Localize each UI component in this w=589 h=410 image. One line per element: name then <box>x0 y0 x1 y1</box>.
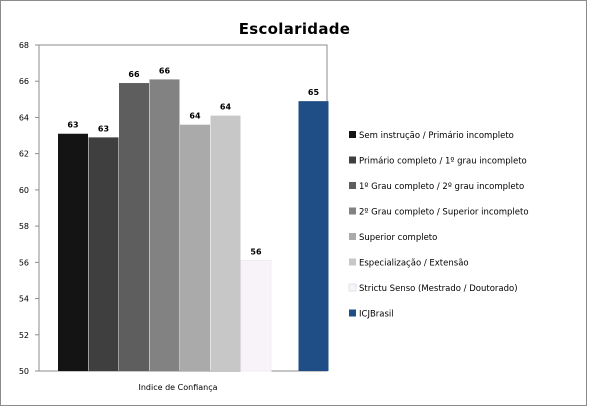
bar-6 <box>210 115 241 371</box>
legend-swatch <box>349 258 356 266</box>
legend-label: Especialização / Extensão <box>359 259 469 269</box>
y-tick-label: 50 <box>19 367 29 376</box>
y-tick-label: 62 <box>19 150 29 159</box>
bar-5 <box>180 124 210 371</box>
data-label: 56 <box>250 248 262 257</box>
data-label: 65 <box>308 88 320 97</box>
bar-3 <box>119 83 149 372</box>
bar-group <box>58 79 329 372</box>
data-label: 66 <box>159 66 171 75</box>
legend-label: Sem instrução / Primário incompleto <box>359 131 514 141</box>
legend-swatch <box>349 131 356 138</box>
legend-label: Superior completo <box>359 233 437 243</box>
legend-label: Strictu Senso (Mestrado / Doutorado) <box>359 284 518 294</box>
bar-8 <box>298 101 329 372</box>
legend-label: 1º Grau completo / 2º grau incompleto <box>359 182 524 192</box>
legend-label: 2º Grau completo / Superior incompleto <box>359 208 529 218</box>
legend-swatch <box>349 233 356 240</box>
legend-swatch <box>349 207 356 215</box>
data-label: 64 <box>220 103 232 112</box>
bar-7 <box>240 260 272 372</box>
legend: Sem instrução / Primário incompleto Primá… <box>348 131 529 320</box>
y-tick-label: 52 <box>19 331 29 340</box>
data-label: 63 <box>98 124 109 133</box>
bar-2 <box>88 137 119 371</box>
y-tick-label: 58 <box>19 222 29 231</box>
data-labels: 63 63 66 66 64 64 56 65 <box>67 66 319 256</box>
legend-label: ICJBrasil <box>359 310 394 320</box>
x-axis-label: Indice de Confiança <box>139 383 218 392</box>
data-label: 63 <box>67 121 78 130</box>
legend-swatch <box>348 283 357 292</box>
bar-1 <box>58 133 88 371</box>
y-tick-label: 64 <box>19 113 29 122</box>
legend-swatch <box>349 182 356 189</box>
y-tick-label: 54 <box>19 295 29 304</box>
legend-label: Primário completo / 1º grau incompleto <box>359 157 527 167</box>
legend-swatch <box>349 309 356 317</box>
chart-title: Escolaridade <box>238 20 351 38</box>
y-tick-label: 56 <box>19 258 29 267</box>
y-tick-label: 68 <box>19 41 29 50</box>
y-tick-label: 66 <box>19 77 29 86</box>
data-label: 66 <box>128 70 140 79</box>
bar-4 <box>149 79 180 372</box>
legend-swatch <box>349 156 356 164</box>
y-tick-label: 60 <box>19 186 29 195</box>
data-label: 64 <box>189 112 201 121</box>
